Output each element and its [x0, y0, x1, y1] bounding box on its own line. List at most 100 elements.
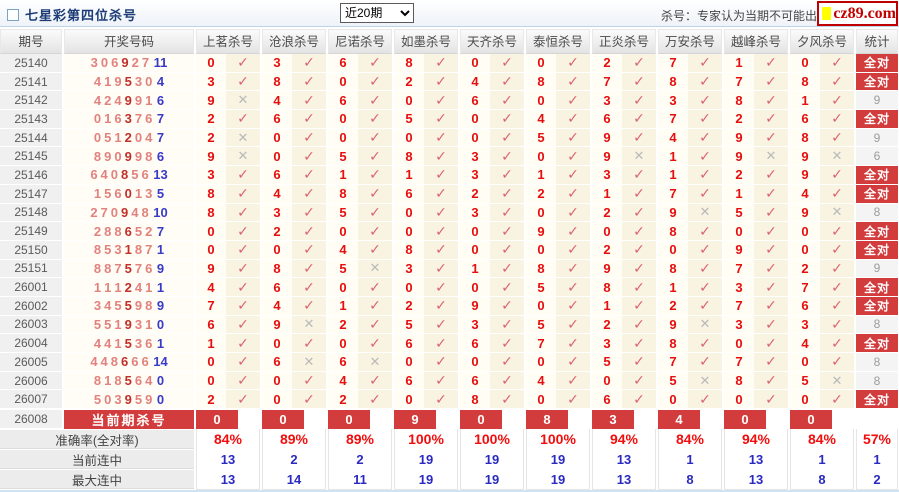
check-icon: ✓ [633, 129, 645, 146]
kill-number: 6 [592, 110, 622, 128]
kill-number: 4 [262, 91, 292, 110]
kill-mark-cell: ✓ [358, 390, 392, 409]
draw-digit-back: 11 [153, 55, 168, 71]
kill-number: 0 [328, 334, 358, 352]
kill-number: 8 [658, 334, 688, 352]
col-header: 万安杀号 [658, 29, 722, 54]
current-kill-number: 0 [196, 410, 238, 430]
kill-number: 7 [526, 334, 556, 352]
period-cell: 25145 [0, 147, 62, 167]
current-kill-number: 0 [724, 410, 766, 430]
kill-mark-cell: ✓ [490, 334, 524, 352]
kill-number: 8 [790, 128, 820, 147]
kill-cell: 7 ✓ [658, 184, 722, 204]
kill-number: 4 [526, 110, 556, 128]
kill-mark-cell: ✓ [358, 72, 392, 91]
check-icon: ✓ [567, 166, 579, 183]
kill-mark-cell: ✓ [490, 203, 524, 222]
title-checkbox[interactable] [7, 8, 19, 21]
table-row: 25148 2 7 0 9 4 8 10 8 ✓ 3 ✓ 5 ✓ 0 ✓ 3 ✓ 0 ✓ 2 ✓ 9 ✕ 5 ✓ 9 ✕ 8 [0, 203, 899, 223]
kill-cell: 2 ✓ [724, 110, 788, 129]
check-icon: ✓ [369, 185, 381, 202]
kill-cell: 8 ✓ [658, 259, 722, 279]
check-icon: ✓ [435, 203, 447, 220]
kill-mark-cell: ✓ [754, 334, 788, 352]
check-icon: ✓ [303, 222, 315, 239]
footer-value-cell: 2 [328, 449, 392, 471]
range-select[interactable]: 近20期 [340, 3, 414, 23]
kill-number: 6 [394, 334, 424, 352]
kill-number: 8 [592, 278, 622, 296]
kill-mark-cell: ✓ [754, 315, 788, 334]
footer-value-cell: 11 [328, 469, 392, 490]
check-icon: ✓ [435, 259, 447, 276]
kill-number: 1 [526, 166, 556, 184]
period-cell: 26004 [0, 334, 62, 353]
kill-cell: 5 ✓ [526, 128, 590, 148]
current-kill-number: 9 [394, 410, 436, 430]
kill-mark-cell: ✓ [292, 128, 326, 147]
footer-value-cell: 100% [394, 429, 458, 451]
kill-mark-cell: ✓ [754, 240, 788, 259]
check-icon: ✓ [831, 278, 843, 295]
kill-mark-cell: ✓ [490, 91, 524, 110]
draw-digit-pos4: 9 [121, 55, 129, 71]
check-icon: ✓ [567, 297, 579, 314]
draw-numbers-cell: 4 4 8 6 6 6 14 [64, 353, 194, 372]
kill-cell: 2 ✓ [790, 259, 854, 279]
check-icon: ✓ [237, 166, 249, 183]
kill-number: 8 [460, 390, 490, 409]
kill-mark-cell: ✓ [490, 259, 524, 278]
kill-number: 3 [460, 147, 490, 166]
kill-cell: 1 ✓ [526, 166, 590, 185]
draw-digit: 1 [145, 279, 153, 295]
check-icon: ✓ [567, 278, 579, 295]
draw-digit-back: 9 [156, 298, 165, 314]
kill-number: 9 [658, 203, 688, 222]
kill-cell: 0 ✓ [526, 91, 590, 111]
period-cell: 25143 [0, 110, 62, 129]
period-cell: 26001 [0, 278, 62, 297]
kill-cell: 9 ✓ [526, 222, 590, 241]
kill-number: 2 [724, 166, 754, 184]
stat-count: 9 [856, 128, 898, 148]
check-icon: ✓ [435, 334, 447, 351]
kill-cell: 1 ✓ [790, 91, 854, 111]
check-icon: ✓ [765, 129, 777, 146]
period-cell: 25144 [0, 128, 62, 148]
check-icon: ✓ [567, 353, 579, 370]
kill-mark-cell: ✓ [292, 203, 326, 222]
draw-digit-back: 14 [153, 354, 168, 370]
draw-digit: 4 [114, 92, 122, 108]
stat-full-hit-badge: 全对 [856, 166, 898, 185]
check-icon: ✓ [831, 353, 843, 370]
kill-cell: 7 ✓ [658, 54, 722, 73]
draw-digit: 5 [93, 316, 102, 332]
draw-digit: 6 [90, 167, 98, 183]
table-row: 25149 2 8 8 6 5 2 7 0 ✓ 2 ✓ 0 ✓ 0 ✓ 0 ✓ 9 ✓ 0 ✓ 8 ✓ 0 ✓ 0 ✓ 全对 [0, 222, 899, 241]
draw-digit-pos4: 1 [124, 242, 132, 258]
kill-cell: 0 ✓ [526, 353, 590, 372]
draw-digit: 4 [90, 354, 98, 370]
draw-digit-back: 9 [156, 260, 165, 276]
kill-cell: 0 ✓ [262, 390, 326, 410]
kill-mark-cell: ✓ [820, 91, 854, 110]
check-icon: ✓ [633, 185, 645, 202]
draw-digit: 4 [93, 74, 102, 90]
kill-cell: 8 ✓ [196, 184, 260, 204]
logo[interactable]: cz89.com [817, 1, 898, 26]
kill-number: 0 [394, 390, 424, 409]
footer-value-cell: 19 [460, 469, 524, 490]
kill-cell: 4 ✓ [328, 371, 392, 391]
check-icon: ✓ [633, 259, 645, 276]
check-icon: ✓ [501, 166, 513, 183]
kill-cell: 3 ✓ [262, 54, 326, 73]
check-icon: ✓ [501, 390, 513, 407]
draw-digit: 2 [131, 55, 139, 71]
kill-mark-cell: ✓ [754, 390, 788, 409]
period-cell: 25149 [0, 222, 62, 241]
kill-number: 0 [724, 222, 754, 240]
kill-number: 5 [328, 203, 358, 222]
kill-number: 0 [328, 278, 358, 296]
